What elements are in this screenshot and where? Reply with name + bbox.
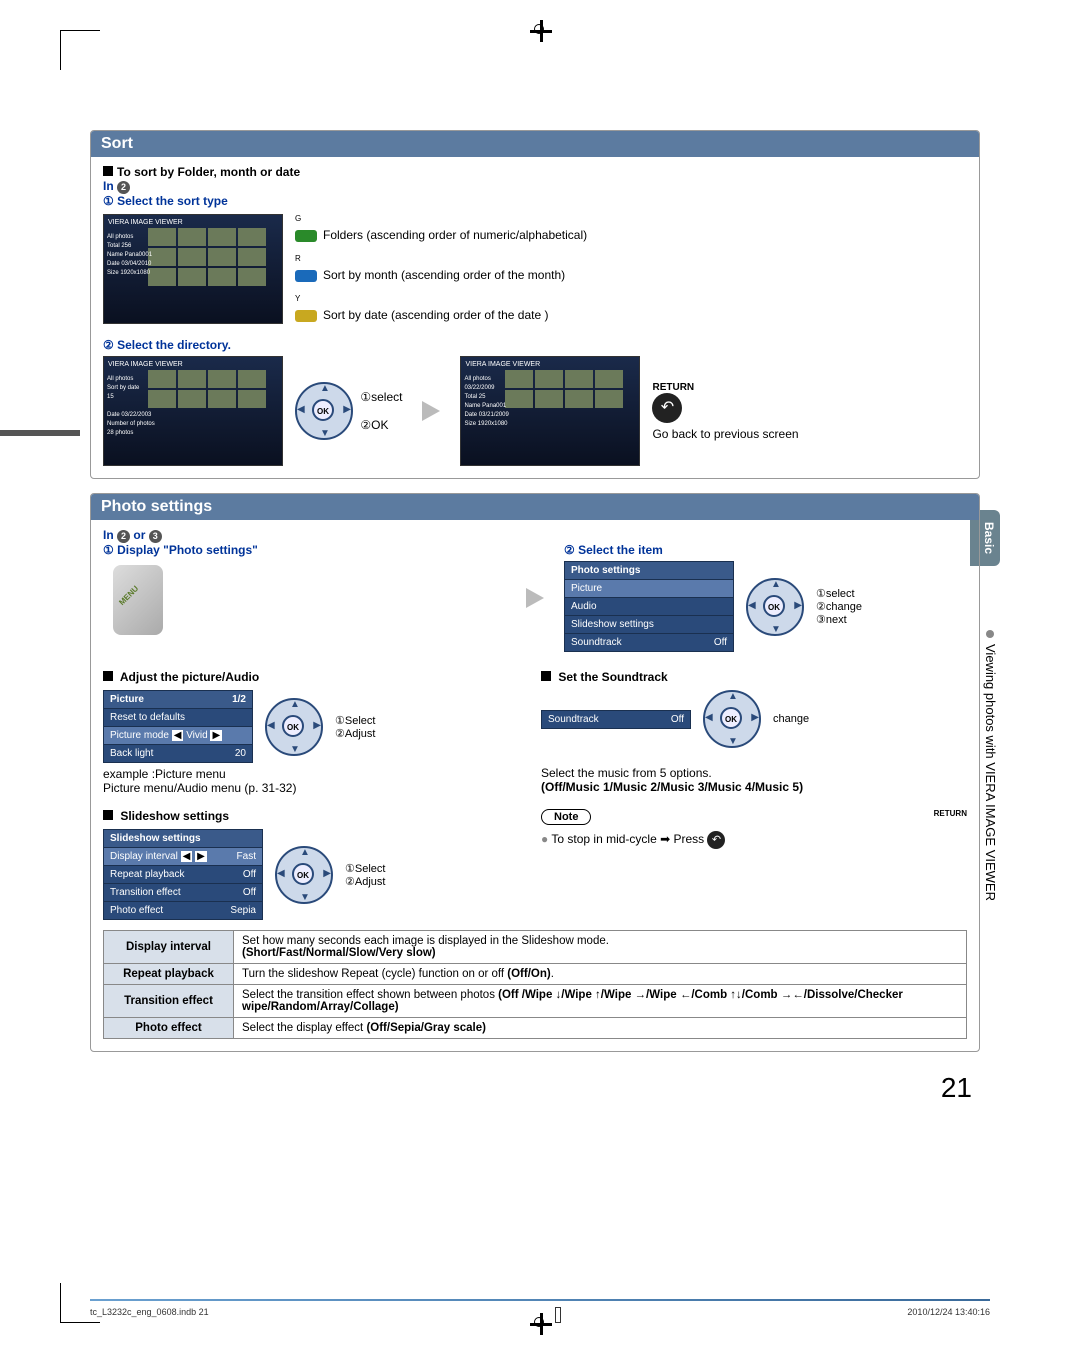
soundtrack-text: Select the music from 5 options. (Off/Mu… [541,766,967,794]
sort-header: Sort [91,131,979,157]
sort-in-line: In 2 [103,179,967,194]
slideshow-header: Slideshow settings [103,809,529,823]
note-block: Note RETURN [541,809,967,825]
picture-caption: example :Picture menu Picture menu/Audio… [103,767,529,795]
arrow-icon [526,588,544,608]
photo-header: Photo settings [91,494,979,520]
table-row: Display interval Set how many seconds ea… [104,931,967,964]
return-icon: ↶ [652,393,682,423]
table-row: Repeat playback Turn the slideshow Repea… [104,964,967,985]
dpad-icon: OK ▲▼◀▶ [265,698,323,756]
photo-in-line: In 2 or 3 [103,528,967,543]
footer-rule [90,1299,990,1301]
sort-step2: ② Select the directory. [103,338,967,352]
options-table: Display interval Set how many seconds ea… [103,930,967,1039]
sort-section: Sort To sort by Folder, month or date In… [90,130,980,479]
footer-right: 2010/12/24 13:40:16 [907,1307,990,1323]
sort-title: To sort by Folder, month or date [103,165,967,179]
footer-left: tc_L3232c_eng_0608.indb 21 [90,1307,209,1323]
sort-opt-date: Y Sort by date (ascending order of the d… [295,294,967,322]
note-text: ● To stop in mid-cycle ➡ Press ↶ [541,831,967,849]
dpad-icon: OK ▲▼◀▶ [275,846,333,904]
page-number: 21 [90,1072,980,1104]
return-icon: ↶ [707,831,725,849]
dpad-icon: OK ▲▼◀▶ [295,382,353,440]
return-block: RETURN ↶ Go back to previous screen [652,382,798,441]
menu-remote-icon [113,565,163,635]
dpad-icon: OK ▲▼◀▶ [746,578,804,636]
viewer-screenshot-2: VIERA IMAGE VIEWER All photosSort by dat… [103,356,283,466]
photo-settings-section: Photo settings In 2 or 3 ① Display "Phot… [90,493,980,1052]
soundtrack-header: Set the Soundtrack [541,670,967,684]
table-row: Transition effect Select the transition … [104,985,967,1018]
picture-menu: Picture1/2 Reset to defaults Picture mod… [103,690,253,763]
photo-settings-menu: Photo settings Picture Audio Slideshow s… [564,561,734,652]
dpad-icon: OK ▲▼◀▶ [703,690,761,748]
footer: tc_L3232c_eng_0608.indb 21 2010/12/24 13… [90,1307,990,1323]
soundtrack-menu: SoundtrackOff [541,710,691,729]
sort-opt-month: R Sort by month (ascending order of the … [295,254,967,282]
sort-opt-folders: G Folders (ascending order of numeric/al… [295,214,967,242]
arrow-icon [422,401,440,421]
viewer-screenshot-1: VIERA IMAGE VIEWER All photosTotal 256Na… [103,214,283,324]
footer-mark [555,1307,561,1323]
photo-step2: ② Select the item [564,543,967,557]
viewer-screenshot-3: VIERA IMAGE VIEWER All photos03/22/2009T… [460,356,640,466]
adjust-header: Adjust the picture/Audio [103,670,529,684]
slideshow-menu: Slideshow settings Display interval ◀ Fa… [103,829,263,920]
table-row: Photo effect Select the display effect (… [104,1018,967,1039]
photo-step1: ① Display "Photo settings" [103,543,506,557]
sort-step1: ① Select the sort type [103,194,967,208]
